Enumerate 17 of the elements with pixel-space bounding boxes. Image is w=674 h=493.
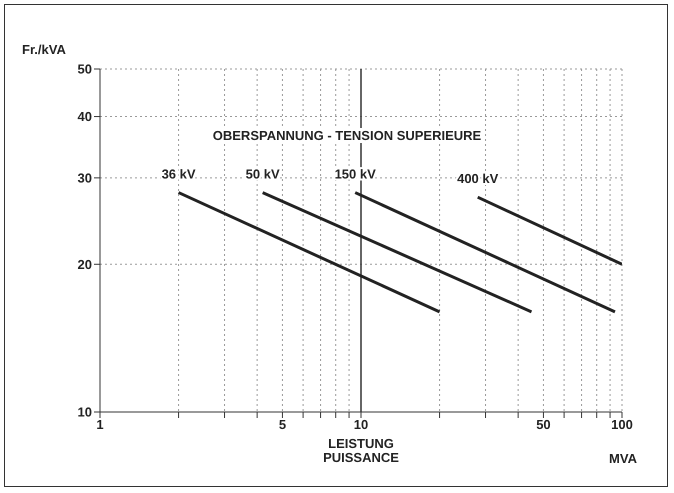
x-tick-label: 100 bbox=[611, 417, 633, 432]
legend-title: OBERSPANNUNG - TENSION SUPERIEURE bbox=[210, 128, 484, 143]
y-tick-label: 20 bbox=[78, 256, 92, 272]
series-label: 36 kV bbox=[162, 166, 196, 182]
x-tick-label: 5 bbox=[278, 417, 286, 432]
x-tick-label: 1 bbox=[96, 417, 104, 432]
text: MVA bbox=[608, 451, 638, 466]
x-tick-label: 50 bbox=[536, 417, 551, 432]
x-tick-label: 10 bbox=[354, 417, 368, 432]
x-axis-title: LEISTUNG PUISSANCE bbox=[322, 436, 400, 465]
y-tick-label: 40 bbox=[78, 109, 92, 124]
series-label: 50 kV bbox=[246, 166, 280, 182]
series-label: 400 kV bbox=[457, 171, 499, 186]
y-tick-label: 30 bbox=[78, 170, 92, 186]
y-axis-title: Fr./kVA bbox=[22, 42, 66, 57]
y-tick-label: 50 bbox=[78, 62, 92, 77]
y-tick-label: 10 bbox=[78, 404, 92, 420]
